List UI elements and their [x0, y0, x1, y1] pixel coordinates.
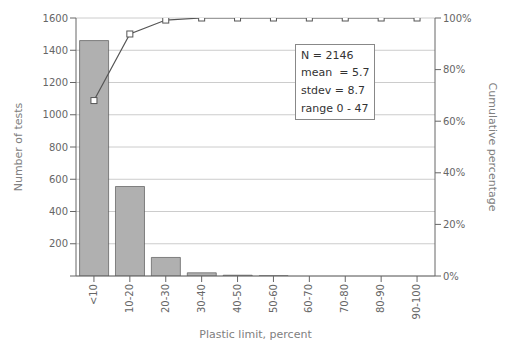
- svg-text:80%: 80%: [443, 64, 465, 75]
- svg-text:Cumulative percentage: Cumulative percentage: [486, 83, 499, 212]
- html-text:N = 2146 mean = 5.7 stdev = 8.: N = 2146 mean = 5.7 stdev = 8.7 range 0 …: [301, 48, 370, 115]
- svg-text:50-60: 50-60: [268, 284, 279, 313]
- svg-text:30-40: 30-40: [196, 284, 207, 313]
- svg-text:100%: 100%: [443, 13, 472, 24]
- svg-text:70-80: 70-80: [339, 284, 350, 313]
- svg-text:80-90: 80-90: [375, 284, 386, 313]
- svg-text:90-100: 90-100: [411, 284, 422, 319]
- svg-text:<10: <10: [88, 284, 99, 305]
- svg-text:200: 200: [49, 238, 68, 249]
- svg-text:1600: 1600: [43, 13, 68, 24]
- svg-text:20%: 20%: [443, 219, 465, 230]
- svg-text:Number of tests: Number of tests: [12, 102, 25, 191]
- svg-text:60%: 60%: [443, 116, 465, 127]
- svg-text:1400: 1400: [43, 45, 68, 56]
- svg-text:1000: 1000: [43, 109, 68, 120]
- svg-text:0%: 0%: [443, 271, 459, 282]
- svg-text:40-50: 40-50: [232, 284, 243, 313]
- svg-text:1200: 1200: [43, 77, 68, 88]
- svg-text:600: 600: [49, 174, 68, 185]
- svg-text:800: 800: [49, 142, 68, 153]
- svg-text:Plastic limit, percent: Plastic limit, percent: [199, 328, 312, 341]
- svg-text:20-30: 20-30: [160, 284, 171, 313]
- svg-text:400: 400: [49, 206, 68, 217]
- svg-text:60-70: 60-70: [303, 284, 314, 313]
- svg-text:10-20: 10-20: [124, 284, 135, 313]
- svg-text:40%: 40%: [443, 167, 465, 178]
